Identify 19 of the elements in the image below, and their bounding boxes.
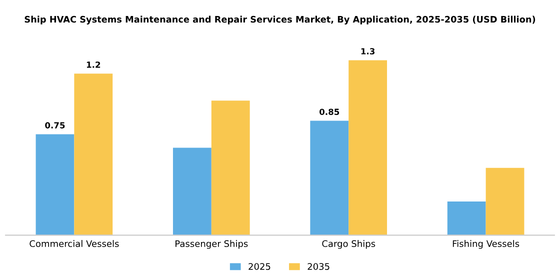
bar — [486, 168, 524, 236]
legend-label: 2025 — [248, 263, 270, 270]
bar — [211, 100, 250, 236]
bar — [74, 74, 113, 236]
bar — [36, 134, 74, 236]
data-label: 1.3 — [361, 48, 375, 54]
data-label: 1.2 — [86, 62, 100, 68]
x-tick-label: Cargo Ships — [322, 240, 376, 249]
bar — [447, 202, 486, 236]
x-tick-label: Commercial Vessels — [30, 240, 119, 248]
x-tick-label: Fishing Vessels — [452, 240, 520, 249]
chart-title: Ship HVAC Systems Maintenance and Repair Services Market, By Application, 2025-2035 (USD Billion) — [24, 16, 536, 24]
bar — [348, 60, 388, 236]
legend-label: 2035 — [308, 263, 330, 270]
bar — [310, 120, 349, 236]
data-label: 0.75 — [45, 122, 65, 128]
bar — [172, 148, 212, 236]
data-label: 0.85 — [320, 108, 340, 115]
x-tick-label: Passenger Ships — [176, 240, 248, 249]
